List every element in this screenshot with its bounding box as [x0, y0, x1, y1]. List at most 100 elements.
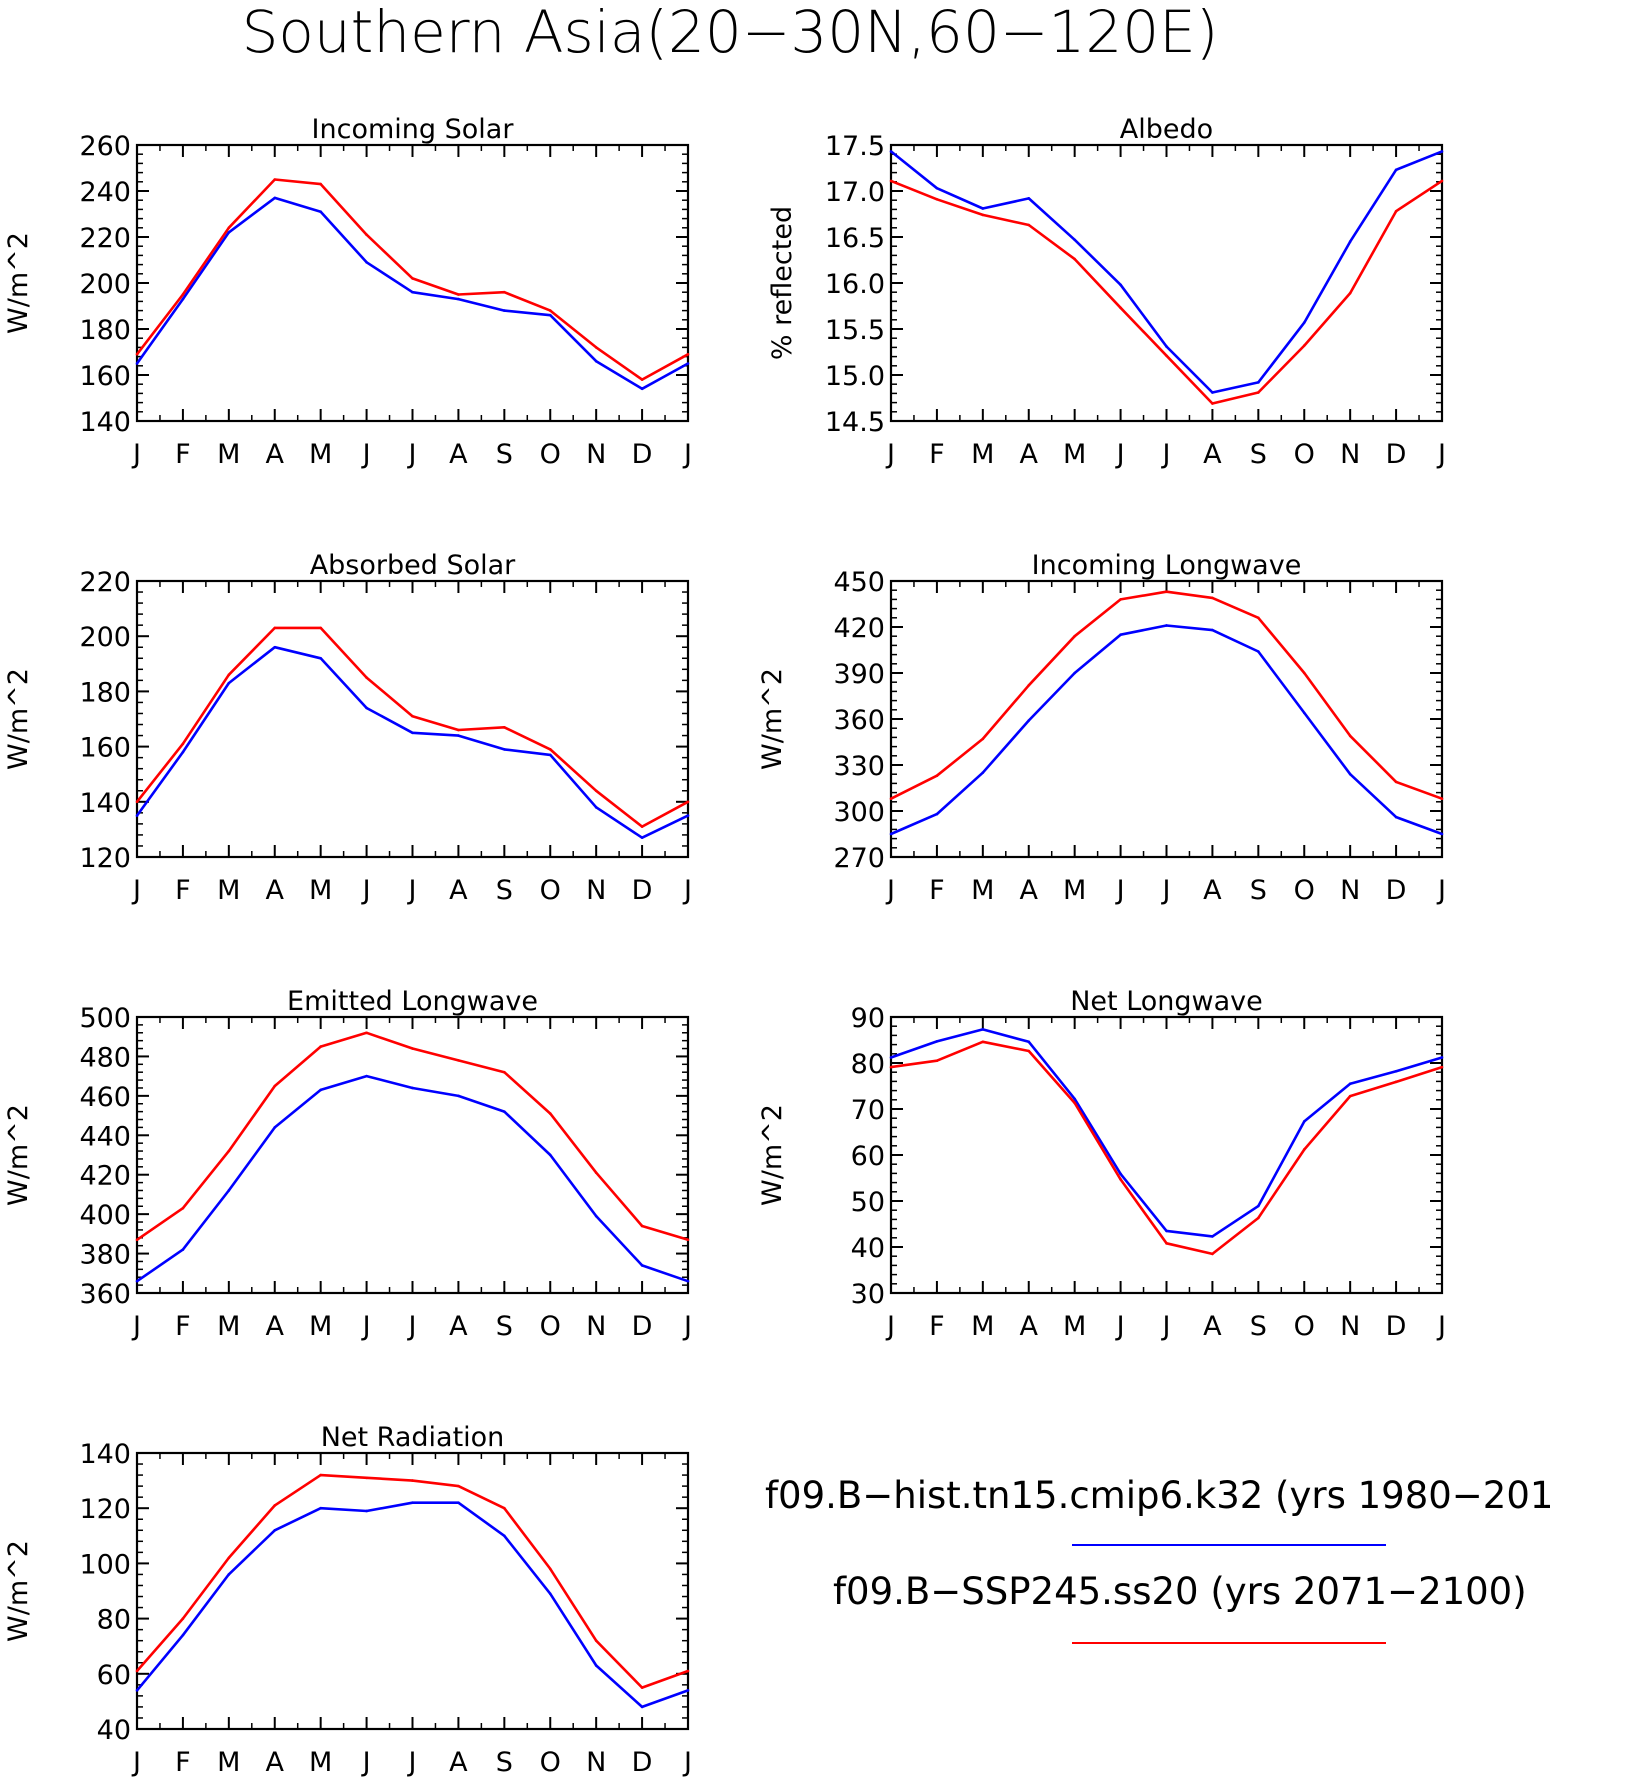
data-point-ssp245 [548, 748, 552, 751]
data-point-ssp245 [1348, 1094, 1352, 1098]
data-point-historical [548, 1153, 552, 1157]
data-point-historical [1073, 1097, 1076, 1101]
chart-panel-1: J F M A M J J A S O N D J140160180200220240260Incomi… [3, 114, 692, 470]
data-point-historical [1165, 624, 1168, 627]
data-point-historical [935, 812, 939, 816]
x-tick-label: S [496, 1747, 513, 1778]
legend: f09.B−hist.tn15.cmip6.k32 (yrs 1980−201 … [765, 1474, 1553, 1644]
data-point-historical [889, 150, 893, 153]
data-point-historical [503, 748, 506, 751]
y-tick-label: 160 [79, 361, 131, 392]
x-tick-label: S [1250, 1311, 1267, 1342]
data-point-historical [935, 186, 939, 190]
data-point-ssp245 [548, 1112, 552, 1115]
data-point-historical [889, 832, 893, 836]
data-point-ssp245 [181, 742, 185, 746]
data-point-ssp245 [548, 1567, 552, 1571]
data-point-historical [457, 734, 460, 737]
x-tick-label: A [449, 1747, 468, 1778]
data-point-ssp245 [1073, 257, 1076, 261]
data-point-historical [503, 1110, 506, 1113]
x-tick-label: J [131, 1747, 141, 1778]
y-tick-label: 16.5 [825, 223, 885, 254]
data-point-historical [1394, 168, 1398, 172]
chart-panel-4: J F M A M J J A S O N D J270300330360390420450Incomi… [757, 550, 1446, 906]
data-point-ssp245 [686, 353, 690, 356]
plot-frame [135, 1451, 690, 1731]
x-tick-label: M [1063, 439, 1086, 470]
panel-title: Albedo [1120, 114, 1213, 145]
data-point-historical [981, 1028, 985, 1031]
y-tick-label: 460 [79, 1082, 131, 1113]
data-point-ssp245 [1165, 590, 1168, 594]
data-point-ssp245 [1119, 306, 1122, 310]
data-point-historical [1119, 1172, 1122, 1176]
legend-label-ssp245: f09.B−SSP245.ss20 (yrs 2071−2100) [833, 1570, 1527, 1613]
data-point-ssp245 [457, 1484, 460, 1488]
x-tick-label: J [885, 1311, 895, 1342]
panel-title: Incoming Longwave [1032, 550, 1302, 581]
x-tick-label: D [632, 875, 653, 906]
data-point-historical [135, 362, 139, 365]
x-tick-label: J [361, 1747, 371, 1778]
plot-frame [889, 579, 1444, 859]
x-tick-label: A [266, 1311, 285, 1342]
data-point-ssp245 [594, 346, 598, 349]
y-axis-label: W/m^2 [3, 668, 34, 770]
series-line-historical [136, 1501, 689, 1709]
y-tick-label: 420 [833, 613, 885, 644]
data-point-historical [1257, 381, 1260, 384]
data-point-historical [457, 1501, 460, 1504]
y-tick-label: 330 [833, 751, 885, 782]
series-line-ssp245 [890, 1040, 1443, 1256]
data-point-historical [227, 1189, 231, 1192]
data-point-ssp245 [686, 800, 690, 804]
data-point-historical [273, 645, 277, 649]
data-point-ssp245 [319, 182, 322, 186]
y-tick-label: 140 [79, 407, 131, 438]
data-point-ssp245 [365, 1031, 368, 1035]
data-point-historical [1440, 150, 1444, 153]
x-tick-label: J [407, 1311, 417, 1342]
data-point-historical [1440, 1056, 1444, 1059]
data-point-ssp245 [1257, 391, 1260, 394]
x-tick-label: M [971, 875, 994, 906]
x-tick-label: A [1203, 875, 1222, 906]
data-point-ssp245 [135, 1669, 139, 1673]
data-point-historical [273, 1528, 277, 1532]
panels: J F M A M J J A S O N D J140160180200220240260Incomi… [3, 114, 1446, 1778]
x-tick-label: J [407, 439, 417, 470]
data-point-ssp245 [1211, 596, 1214, 600]
y-tick-label: 270 [833, 843, 885, 874]
data-point-historical [503, 1534, 506, 1538]
x-tick-label: J [407, 1747, 417, 1778]
series-line-historical [136, 1074, 689, 1283]
data-point-historical [319, 1088, 322, 1092]
data-point-ssp245 [889, 179, 893, 183]
data-point-historical [1302, 711, 1306, 715]
x-tick-label: A [449, 439, 468, 470]
y-axis-label: W/m^2 [3, 232, 34, 334]
x-tick-label: A [1203, 1311, 1222, 1342]
figure-title: Southern Asia(20−30N,60−120E) [242, 0, 1219, 66]
y-tick-label: 50 [851, 1187, 885, 1218]
data-point-historical [640, 836, 644, 839]
data-point-ssp245 [981, 1040, 985, 1044]
x-tick-label: O [1294, 439, 1315, 470]
y-axis-label: W/m^2 [757, 668, 788, 770]
y-tick-label: 440 [79, 1121, 131, 1152]
series-line-historical [890, 1028, 1443, 1238]
y-tick-label: 40 [97, 1715, 131, 1746]
data-point-historical [686, 1279, 690, 1283]
data-point-ssp245 [889, 797, 893, 801]
y-tick-label: 120 [79, 1494, 131, 1525]
data-point-historical [181, 297, 185, 301]
data-point-historical [594, 1214, 598, 1218]
data-point-historical [1027, 719, 1031, 722]
data-point-ssp245 [273, 1504, 277, 1507]
y-tick-label: 300 [833, 797, 885, 828]
x-tick-label: J [1436, 875, 1446, 906]
data-point-ssp245 [365, 1476, 368, 1480]
